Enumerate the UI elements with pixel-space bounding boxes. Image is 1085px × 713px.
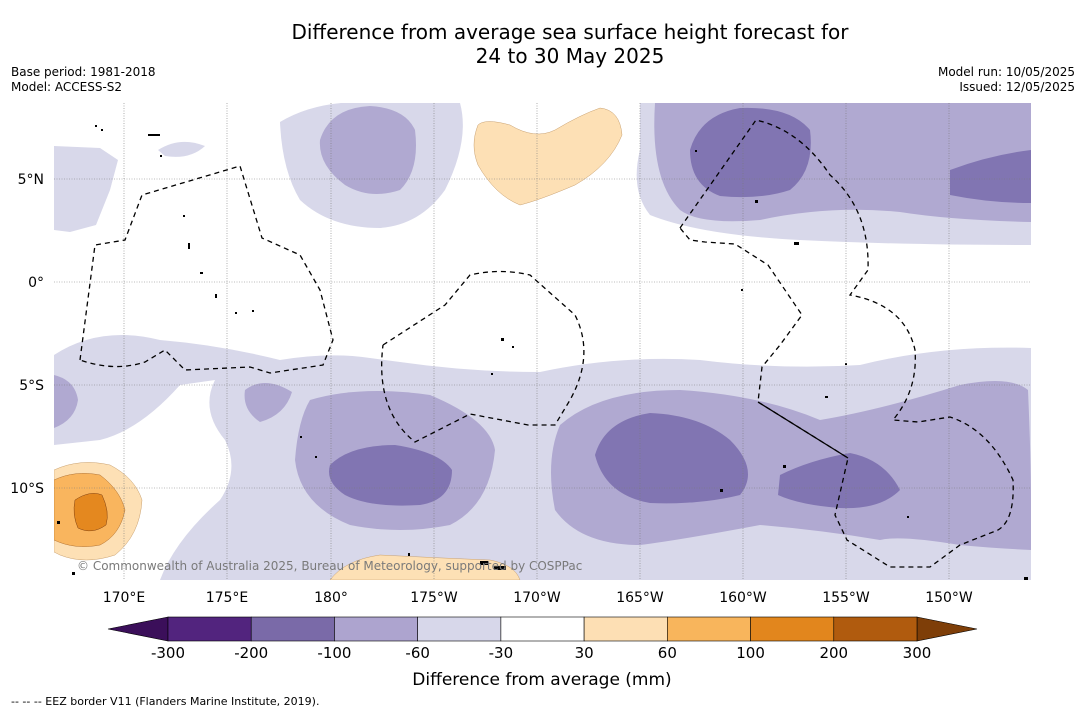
chart-title: Difference from average sea surface heig… xyxy=(0,20,1085,68)
colorbar: -300 -200 -100 -60 -30 30 60 100 200 300 xyxy=(107,616,978,662)
longitude-labels: 170°E 175°E 180° 175°W 170°W 165°W 160°W… xyxy=(103,590,973,606)
lon-label-180: 180° xyxy=(314,590,348,606)
colorbar-extend-low xyxy=(107,616,169,642)
colorbar-segment xyxy=(583,616,668,642)
gridlines xyxy=(54,103,1031,580)
colorbar-tick-label: 60 xyxy=(658,644,677,662)
colorbar-tick-label: 30 xyxy=(575,644,594,662)
colorbar-tick-label: -30 xyxy=(489,644,514,662)
colorbar-extend-high xyxy=(916,616,978,642)
lon-label-155w: 155°W xyxy=(822,590,870,606)
islands xyxy=(57,125,1028,580)
lat-label-0: 0° xyxy=(28,275,44,291)
colorbar-segment xyxy=(750,616,835,642)
colorbar-segment xyxy=(667,616,751,642)
west-mid-patch xyxy=(54,375,78,428)
colorbar-tick-label: 300 xyxy=(903,644,932,662)
south-dark-right xyxy=(595,413,748,504)
title-line-1: Difference from average sea surface heig… xyxy=(291,20,849,44)
sw-orange-core xyxy=(73,493,108,532)
south-dark-left xyxy=(329,445,452,506)
lat-label-5s: 5°S xyxy=(19,378,44,394)
ne-dark-blob xyxy=(690,107,811,198)
lon-label-150w: 150°W xyxy=(925,590,973,606)
model-name: Model: ACCESS-S2 xyxy=(11,80,123,94)
meta-left: Base period: 1981-2018 Model: ACCESS-S2 xyxy=(11,65,156,95)
eez-central xyxy=(381,270,585,443)
meta-right: Model run: 10/05/2025 Issued: 12/05/2025 xyxy=(938,65,1075,95)
lon-label-170e: 170°E xyxy=(103,590,146,606)
lat-label-10s: 10°S xyxy=(10,481,44,497)
issued-date: Issued: 12/05/2025 xyxy=(959,80,1075,94)
colorbar-segment xyxy=(334,616,418,642)
eez-west xyxy=(79,165,334,374)
anomaly-dark-purple xyxy=(329,107,1031,509)
colorbar-segment xyxy=(417,616,502,642)
title-line-2: 24 to 30 May 2025 xyxy=(475,44,665,68)
colorbar-tick-label: -60 xyxy=(405,644,430,662)
colorbar-tick-label: 100 xyxy=(736,644,765,662)
eez-footnote: -- -- -- EEZ border V11 (Flanders Marine… xyxy=(11,695,320,708)
map-panel: © Commonwealth of Australia 2025, Bureau… xyxy=(54,103,1031,580)
colorbar-segment xyxy=(167,616,252,642)
colorbar-tick-label: -300 xyxy=(151,644,185,662)
eez-east xyxy=(679,119,1014,568)
small-light-patch xyxy=(158,141,205,157)
colorbar-segment xyxy=(250,616,335,642)
colorbar-segment xyxy=(500,616,585,642)
lon-label-175w: 175°W xyxy=(410,590,458,606)
nw-light-region xyxy=(54,146,118,232)
latitude-labels: 5°N 0° 5°S 10°S xyxy=(10,172,44,497)
base-period: Base period: 1981-2018 xyxy=(11,65,156,79)
lon-label-175e: 175°E xyxy=(206,590,249,606)
colorbar-tick-label: 200 xyxy=(819,644,848,662)
model-run: Model run: 10/05/2025 xyxy=(937,65,1075,79)
copyright-notice: © Commonwealth of Australia 2025, Bureau… xyxy=(77,559,582,573)
eez-solid-segment xyxy=(757,401,849,459)
small-mid-patch xyxy=(244,382,292,422)
lon-label-170w: 170°W xyxy=(513,590,561,606)
colorbar-tick-label: -100 xyxy=(317,644,351,662)
anomaly-dark-orange xyxy=(73,493,108,532)
lon-label-160w: 160°W xyxy=(719,590,767,606)
north-central-mid xyxy=(319,106,416,194)
colorbar-tick-label: -200 xyxy=(234,644,268,662)
colorbar-label: Difference from average (mm) xyxy=(412,670,671,690)
far-ne-dark-blob xyxy=(950,150,1031,203)
south-dark-east xyxy=(778,453,900,509)
bottom-orange-patch xyxy=(329,554,521,580)
eez-borders xyxy=(79,119,1014,568)
north-orange-blob xyxy=(473,107,623,206)
colorbar-segment xyxy=(833,616,918,642)
lat-label-5n: 5°N xyxy=(18,172,44,188)
lon-label-165w: 165°W xyxy=(616,590,664,606)
